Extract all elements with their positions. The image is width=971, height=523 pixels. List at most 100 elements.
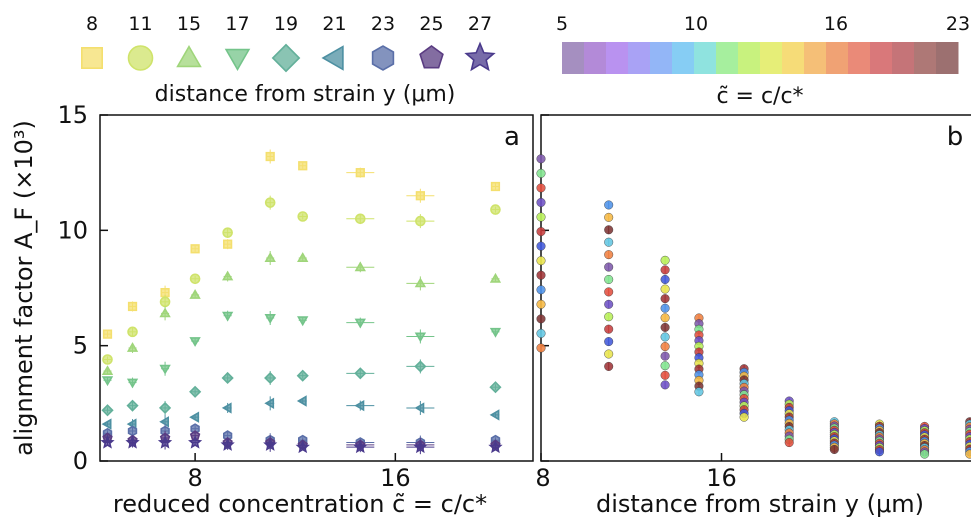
colorbar-tick-label: 23 [946,13,970,35]
point-y8 [536,256,546,266]
point-y17 [489,327,502,338]
point-y11 [490,204,501,215]
point-y13.5 [660,255,670,265]
legend-label-15: 15 [177,13,201,35]
point-y15 [694,387,704,397]
legend-label-8: 8 [86,13,98,35]
panel-a-ylabel: alignment factor A_F (×10³) [10,120,38,456]
point-y11 [604,262,614,272]
point-y19 [489,381,502,394]
point-y19 [264,371,277,385]
point-y11 [604,299,614,309]
point-y17 [189,337,201,347]
point-y8 [355,168,365,178]
point-y19 [354,367,367,380]
colorbar-swatch [782,42,805,74]
panel-b-letter: b [947,122,964,152]
colorbar-swatch [716,42,739,74]
legend-label-23: 23 [371,13,395,35]
point-y17 [264,313,276,324]
legend-marker-8 [81,46,104,69]
point-y8 [415,191,425,201]
colorbar-swatch [936,42,959,74]
point-y13.5 [660,294,670,304]
point-y11 [159,296,171,308]
point-y13.5 [660,380,670,390]
point-y8 [102,329,113,339]
point-y11 [415,215,426,227]
point-y17 [297,316,309,327]
point-y23 [874,447,884,457]
point-y27 [295,439,310,454]
point-y19 [784,438,794,448]
point-y11 [604,361,614,371]
point-y11 [604,212,614,222]
point-y19 [101,404,114,417]
panel-a-ytick-label: 0 [73,447,88,475]
point-y19 [189,385,202,398]
legend-marker-27 [464,41,496,72]
legend-label-11: 11 [128,13,152,35]
point-y8 [536,241,546,251]
panel-a-marks [100,149,503,455]
legend-marker-21 [321,45,344,71]
point-y8 [127,301,138,312]
panel-a-xtick-label: 16 [380,464,411,492]
panel-b-xlabel: distance from strain y (μm) [596,490,924,518]
legend-label-21: 21 [322,13,346,35]
point-y21 [296,395,307,407]
colorbar-title: c̃ = c/c* [716,84,803,109]
point-y15 [264,252,276,263]
point-y17 [101,376,114,387]
point-y11 [604,337,614,347]
point-y27 [263,437,278,451]
colorbar-swatch [562,42,585,74]
panel-a-ytick-label: 15 [57,101,88,129]
point-y15 [126,342,139,352]
point-y21 [354,400,365,412]
point-y8 [536,197,546,207]
point-y13.5 [660,303,670,313]
colorbar-swatch [848,42,871,74]
point-y15 [297,252,309,263]
point-y17 [354,318,366,329]
point-y15 [414,277,427,288]
legend-marker-23 [371,45,395,71]
colorbar-swatch [892,42,915,74]
colorbar-swatch [628,42,651,74]
point-y27 [413,439,428,454]
point-y15 [159,307,171,318]
point-y21 [101,418,112,430]
colorbar-swatch [694,42,717,74]
point-y13.5 [660,332,670,342]
point-y13.5 [660,361,670,371]
point-y19 [414,360,427,373]
point-y15 [489,272,502,283]
point-y17 [414,332,427,343]
point-y11 [604,237,614,247]
point-y11 [604,312,614,322]
legend-label-27: 27 [468,13,492,35]
panel-b-xtick-label: 8 [535,464,550,492]
panel-a-frame [99,114,534,462]
point-y11 [604,287,614,297]
point-y8 [536,285,546,295]
point-y11 [297,211,309,222]
point-y17 [222,311,234,322]
point-y19 [126,399,139,412]
point-y21 [829,444,839,454]
point-y21 [159,416,169,428]
colorbar-swatch [606,42,629,74]
point-y19 [296,369,309,382]
panel-a-ytick-label: 10 [57,216,88,244]
panel-a-xtick-label: 8 [187,464,202,492]
point-y21 [489,409,500,421]
point-y13.5 [660,313,670,323]
panel-a-xlabel: reduced concentration c̃ = c/c* [113,490,487,518]
point-y11 [604,200,614,210]
point-y27 [353,439,368,454]
point-y15 [101,365,114,376]
colorbar-tick-label: 5 [556,13,568,35]
point-y11 [604,324,614,334]
colorbar-tick-label: 16 [824,13,848,35]
